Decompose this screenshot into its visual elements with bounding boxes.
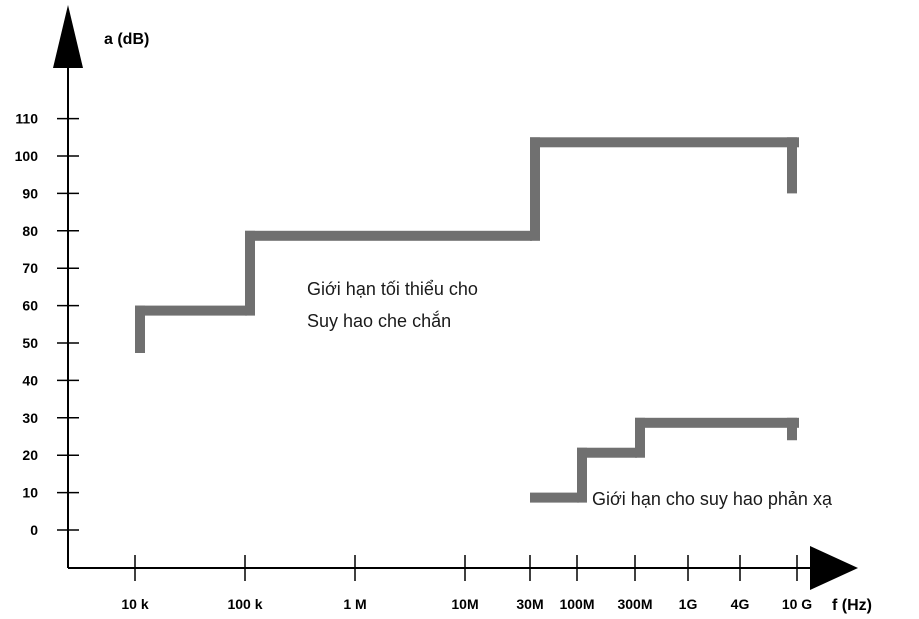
series-0-segment xyxy=(787,137,797,194)
y-tick-label: 0 xyxy=(30,522,38,538)
shielding-annotation-line-2: Suy hao che chắn xyxy=(307,310,451,331)
series-1-segment xyxy=(577,447,587,503)
x-tick-label: 10 k xyxy=(121,596,148,612)
y-tick-label: 70 xyxy=(22,260,38,276)
y-tick-label: 10 xyxy=(22,485,38,501)
y-tick-label: 50 xyxy=(22,335,38,351)
x-ticks: 10 k 100 k 1 M 10M 30M 100M 300M 1G 4G 10 G xyxy=(121,555,812,612)
series-1-segment xyxy=(530,492,579,503)
x-tick-label: 300M xyxy=(617,596,652,612)
series-0-segment xyxy=(135,305,145,353)
series-0-segment xyxy=(530,137,540,241)
series-0-segment xyxy=(135,305,247,316)
x-tick-label: 1 M xyxy=(343,596,366,612)
y-axis-arrowhead xyxy=(53,5,83,68)
series-1-segment xyxy=(787,417,797,441)
x-tick-label: 4G xyxy=(731,596,750,612)
x-axis-arrowhead xyxy=(810,546,858,590)
y-tick-label: 110 xyxy=(15,111,38,127)
y-tick-label: 30 xyxy=(22,410,38,426)
y-tick-label: 100 xyxy=(15,148,39,164)
shielding-annotation-line-1: Giới hạn tối thiểu cho xyxy=(307,279,478,299)
y-tick-label: 60 xyxy=(22,298,38,314)
shielding-annotation: Giới hạn tối thiểu cho Suy hao che chắn xyxy=(307,279,483,331)
x-tick-label: 1G xyxy=(679,596,698,612)
y-axis-title: a (dB) xyxy=(104,31,149,48)
series-1-segment xyxy=(635,417,799,428)
y-tick-label: 40 xyxy=(22,372,38,388)
series-0-segment xyxy=(530,137,799,148)
x-tick-label: 30M xyxy=(516,596,543,612)
y-tick-label: 80 xyxy=(22,223,38,239)
series-0-segment xyxy=(245,230,255,316)
x-tick-label: 10M xyxy=(451,596,478,612)
series-0-segment xyxy=(245,230,532,241)
series-1-segment xyxy=(577,447,637,458)
x-tick-label: 10 G xyxy=(782,596,812,612)
reflection-annotation: Giới hạn cho suy hao phản xạ xyxy=(592,489,833,509)
x-tick-label: 100 k xyxy=(227,596,262,612)
x-axis-title: f (Hz) xyxy=(832,597,872,614)
y-tick-label: 90 xyxy=(22,185,38,201)
series-bands xyxy=(135,137,799,503)
x-tick-label: 100M xyxy=(559,596,594,612)
series-1-segment xyxy=(635,417,645,458)
y-tick-label: 20 xyxy=(22,447,38,463)
